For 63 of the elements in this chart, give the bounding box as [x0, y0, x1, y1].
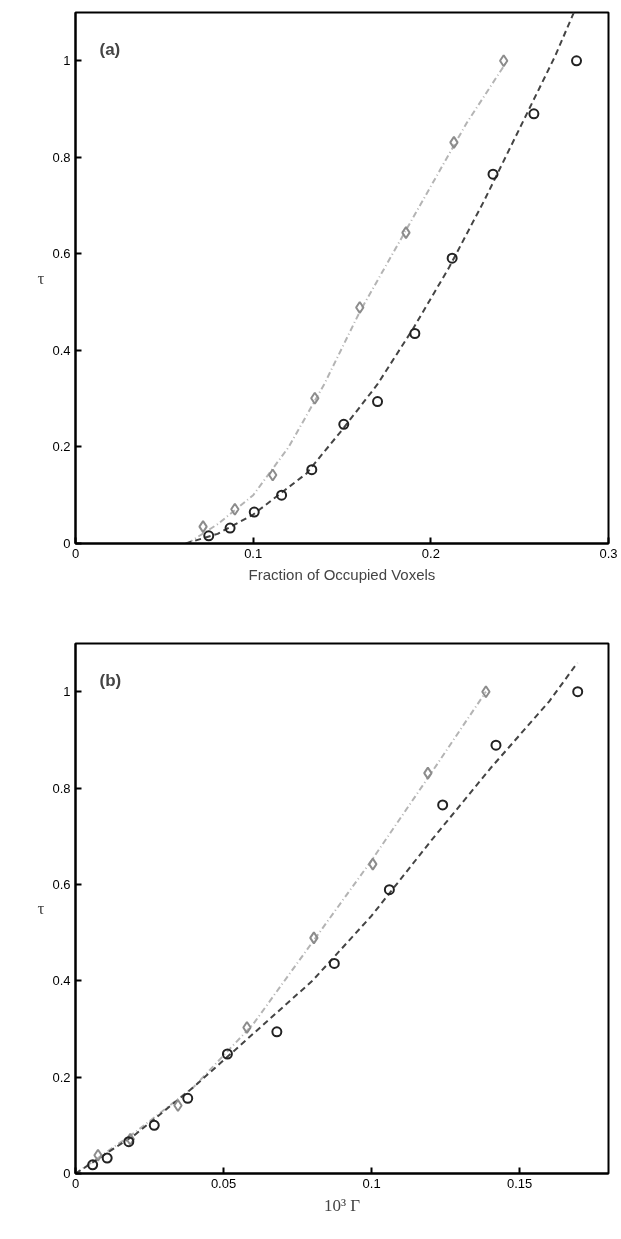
point	[203, 530, 215, 542]
point	[224, 522, 236, 534]
point	[368, 857, 378, 871]
point	[409, 328, 421, 339]
point	[306, 464, 318, 476]
point	[338, 418, 350, 430]
y-tick-label: 0.4	[52, 342, 71, 358]
point	[198, 520, 208, 534]
point	[490, 739, 502, 751]
y-tick-label: 0.2	[52, 1069, 71, 1085]
point	[355, 300, 365, 314]
line-series	[184, 12, 575, 544]
point	[242, 1021, 252, 1035]
point	[487, 168, 499, 180]
y-tick-label: 0.6	[52, 246, 71, 262]
point	[328, 957, 340, 969]
point	[499, 54, 509, 68]
x-axis-title: Fraction of Occupied Voxels	[248, 565, 436, 583]
point	[383, 884, 395, 896]
y-axis-title: τ	[37, 268, 45, 288]
annotation: (a)	[99, 40, 121, 60]
point	[182, 1092, 194, 1104]
y-tick-label: 0.2	[52, 439, 71, 455]
point	[101, 1152, 113, 1164]
point	[148, 1119, 160, 1131]
point	[372, 396, 384, 408]
point	[221, 1048, 233, 1060]
point	[230, 502, 240, 516]
y-tick-label: 0.8	[52, 780, 71, 796]
point	[572, 686, 584, 698]
point	[123, 1136, 135, 1148]
point	[309, 931, 319, 945]
point	[449, 135, 459, 149]
point	[125, 1132, 135, 1146]
point	[87, 1159, 99, 1171]
y-axis-title: τ	[37, 899, 45, 918]
point	[276, 489, 288, 501]
point	[310, 391, 320, 405]
point	[481, 685, 491, 699]
point	[248, 506, 260, 518]
y-tick-label: 0.4	[52, 973, 71, 989]
point	[446, 252, 458, 264]
point	[268, 468, 278, 482]
x-tick-label: 0.1	[244, 545, 263, 561]
point	[423, 766, 433, 780]
y-tick-label: 0.6	[52, 876, 71, 892]
annotation: (b)	[99, 671, 122, 691]
y-tick-label: 0.8	[52, 149, 71, 165]
x-tick-label: 0.1	[362, 1175, 381, 1191]
x-tick-label: 0.15	[507, 1175, 533, 1191]
point	[93, 1148, 103, 1162]
y-tick-label: 1	[63, 53, 71, 69]
point	[173, 1099, 183, 1113]
x-tick-label: 0.3	[599, 545, 618, 561]
x-tick-label: 0.2	[421, 545, 440, 561]
point	[271, 1026, 283, 1038]
x-axis-title: 10³ Γ	[323, 1195, 361, 1215]
y-tick-label: 1	[63, 684, 71, 700]
point	[401, 226, 411, 240]
point	[571, 55, 583, 67]
point	[437, 799, 449, 811]
point	[528, 108, 540, 120]
x-tick-label: 0.05	[210, 1175, 237, 1191]
